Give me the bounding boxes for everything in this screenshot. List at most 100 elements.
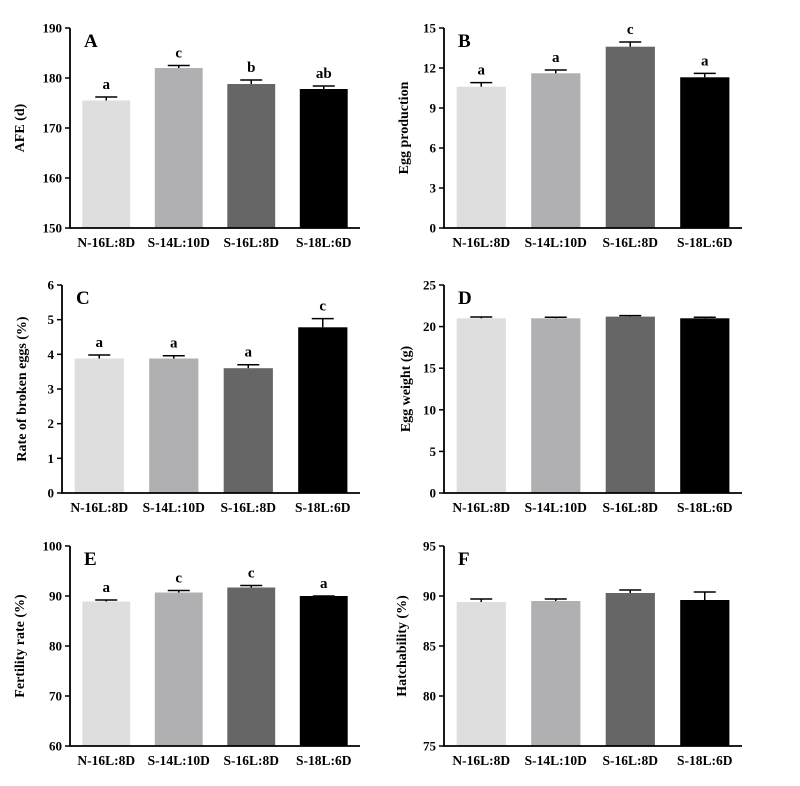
chart-panel-c: a N-16L:8D a S-14L:10D a S-16L:8D c S-18L:6D 0 1 2… — [15, 278, 360, 515]
panel-letter: E — [84, 549, 97, 570]
chart-panel-b: a N-16L:8D a S-14L:10D c S-16L:8D a S-18L:6D 0 3 6… — [397, 21, 742, 250]
category-label: S-14L:10D — [525, 753, 588, 768]
y-tick-label: 15 — [423, 21, 437, 36]
category-label: N-16L:8D — [452, 500, 510, 515]
category-label: S-14L:10D — [525, 235, 588, 250]
y-tick-label: 95 — [423, 539, 437, 554]
y-axis-label: Hatchability (%) — [395, 595, 410, 697]
bar-c-1 — [74, 358, 124, 493]
category-label: S-18L:6D — [296, 753, 352, 768]
category-label: N-16L:8D — [77, 235, 135, 250]
error-bar-c-3 — [237, 363, 260, 369]
category-label: S-16L:8D — [223, 235, 279, 250]
significance-letter: c — [319, 299, 326, 315]
category-label: S-14L:10D — [525, 500, 588, 515]
panel-letter: C — [76, 288, 90, 309]
bar-b-2 — [531, 73, 581, 228]
y-tick-label: 1 — [48, 451, 55, 466]
category-label: N-16L:8D — [77, 753, 135, 768]
significance-letter: ab — [316, 66, 332, 82]
y-tick-label: 150 — [43, 221, 63, 236]
category-label: S-14L:10D — [148, 235, 211, 250]
bar-a-4 — [299, 89, 348, 228]
error-bar-a-4 — [312, 85, 335, 89]
significance-letter: a — [103, 580, 111, 596]
y-tick-label: 3 — [430, 181, 437, 196]
error-bar-e-2 — [167, 589, 190, 593]
error-bar-c-2 — [162, 354, 185, 359]
y-tick-label: 170 — [43, 121, 63, 136]
bar-e-3 — [227, 587, 276, 746]
significance-letter: c — [627, 22, 634, 38]
category-label: S-14L:10D — [148, 753, 211, 768]
y-tick-label: 4 — [48, 347, 55, 362]
significance-letter: c — [175, 46, 182, 62]
error-bar-f-3 — [619, 589, 642, 593]
category-label: N-16L:8D — [452, 235, 510, 250]
category-label: S-18L:6D — [677, 235, 733, 250]
panel-letter: F — [458, 549, 470, 570]
bar-c-3 — [223, 368, 273, 493]
y-tick-label: 0 — [430, 486, 437, 501]
y-tick-label: 90 — [49, 589, 62, 604]
y-tick-label: 75 — [423, 739, 437, 754]
error-bar-d-1 — [470, 316, 493, 319]
y-tick-label: 85 — [423, 639, 437, 654]
y-tick-label: 6 — [430, 141, 437, 156]
error-bar-a-3 — [240, 79, 263, 84]
error-bar-b-3 — [619, 41, 642, 47]
y-tick-label: 15 — [423, 361, 437, 376]
bar-e-2 — [154, 592, 203, 746]
y-tick-label: 90 — [423, 589, 436, 604]
bar-a-2 — [154, 68, 203, 228]
y-tick-label: 100 — [43, 539, 63, 554]
y-tick-label: 190 — [43, 21, 63, 36]
y-tick-label: 5 — [48, 312, 55, 327]
category-label: S-18L:6D — [295, 500, 351, 515]
error-bar-a-1 — [95, 96, 118, 101]
y-tick-label: 70 — [49, 689, 62, 704]
significance-letter: c — [175, 571, 182, 587]
y-tick-label: 6 — [48, 278, 55, 293]
category-label: S-18L:6D — [677, 753, 733, 768]
error-bar-f-1 — [470, 598, 493, 602]
category-label: S-16L:8D — [602, 235, 658, 250]
category-label: S-16L:8D — [602, 500, 658, 515]
category-label: S-14L:10D — [143, 500, 206, 515]
error-bar-f-2 — [544, 598, 567, 601]
error-bar-d-4 — [693, 316, 716, 319]
y-tick-label: 10 — [423, 402, 436, 417]
bar-e-1 — [82, 601, 131, 746]
y-axis-label: Fertility rate (%) — [13, 594, 28, 698]
panel-letter: A — [84, 31, 98, 52]
significance-letter: c — [248, 566, 255, 582]
chart-panel-d: N-16L:8D S-14L:10D S-16L:8D S-18L:6D 0 5 10 15 2… — [399, 278, 742, 515]
chart-panel-f: N-16L:8D S-14L:10D S-16L:8D S-18L:6D 75 80 85 9… — [395, 539, 742, 768]
y-tick-label: 180 — [43, 71, 63, 86]
bar-e-4 — [299, 596, 348, 746]
error-bar-b-4 — [693, 72, 716, 78]
y-axis-label: Egg production — [397, 81, 412, 174]
bar-a-1 — [82, 100, 131, 228]
significance-letter: a — [170, 336, 178, 352]
chart-panel-e: a N-16L:8D c S-14L:10D c S-16L:8D a S-18L:6D 60 7… — [13, 539, 360, 768]
y-axis-label: Rate of broken eggs (%) — [15, 316, 30, 462]
bar-d-3 — [605, 316, 655, 493]
error-bar-e-3 — [240, 584, 263, 588]
y-tick-label: 20 — [423, 319, 436, 334]
y-tick-label: 160 — [43, 171, 63, 186]
error-bar-c-4 — [311, 317, 334, 328]
y-tick-label: 0 — [430, 221, 437, 236]
significance-letter: a — [96, 335, 104, 351]
significance-letter: a — [478, 63, 486, 79]
panel-letter: D — [458, 288, 472, 309]
bar-f-4 — [680, 600, 730, 746]
bar-a-3 — [227, 84, 276, 228]
bar-d-1 — [456, 318, 506, 493]
bar-d-4 — [680, 318, 730, 493]
y-tick-label: 60 — [49, 739, 62, 754]
bar-b-3 — [605, 46, 655, 229]
y-tick-label: 5 — [430, 444, 437, 459]
y-tick-label: 9 — [430, 101, 437, 116]
bar-f-1 — [456, 602, 506, 746]
